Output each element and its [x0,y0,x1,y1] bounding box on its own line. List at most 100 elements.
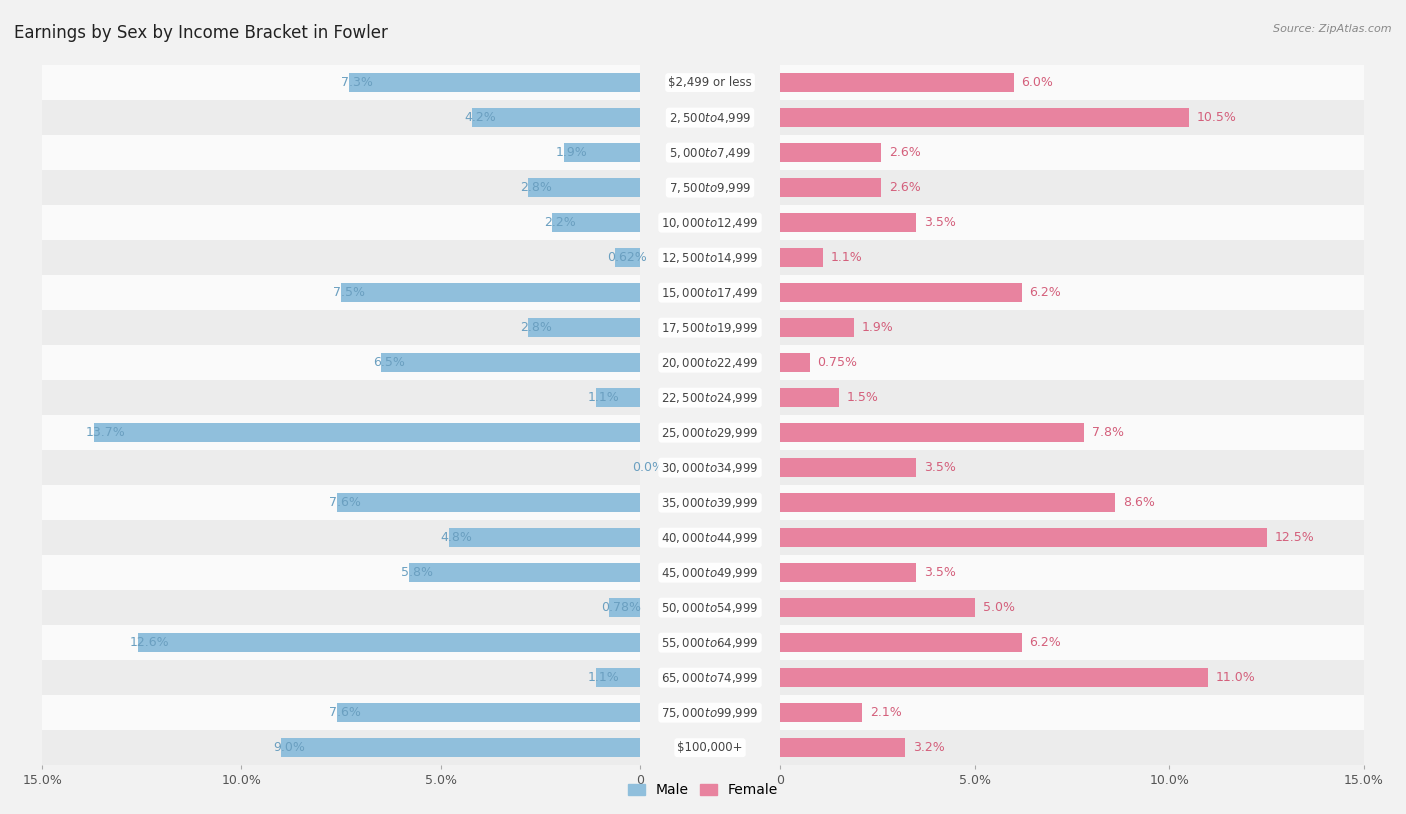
Text: $55,000 to $64,999: $55,000 to $64,999 [661,636,759,650]
Text: $2,500 to $4,999: $2,500 to $4,999 [669,111,751,125]
Text: $22,500 to $24,999: $22,500 to $24,999 [661,391,759,405]
Bar [780,423,1084,442]
Text: 0.62%: 0.62% [607,252,647,264]
Text: 1.9%: 1.9% [862,322,894,334]
Bar [780,520,1364,555]
Text: Earnings by Sex by Income Bracket in Fowler: Earnings by Sex by Income Bracket in Fow… [14,24,388,42]
Text: 6.0%: 6.0% [1022,77,1053,89]
Bar [780,240,1364,275]
Text: 3.5%: 3.5% [924,462,956,474]
Text: 0.78%: 0.78% [600,602,641,614]
Text: $65,000 to $74,999: $65,000 to $74,999 [661,671,759,685]
Text: Source: ZipAtlas.com: Source: ZipAtlas.com [1274,24,1392,34]
Bar [780,73,1014,92]
Text: $40,000 to $44,999: $40,000 to $44,999 [661,531,759,545]
Text: 3.5%: 3.5% [924,567,956,579]
Bar [42,485,640,520]
Text: 6.2%: 6.2% [1029,287,1062,299]
Bar [780,415,1364,450]
Bar [780,170,1364,205]
Text: 1.9%: 1.9% [557,147,588,159]
Text: $45,000 to $49,999: $45,000 to $49,999 [661,566,759,580]
Bar [381,353,640,372]
Bar [780,310,1364,345]
Bar [780,598,974,617]
Bar [42,625,640,660]
Bar [596,668,640,687]
Bar [42,345,640,380]
Text: $7,500 to $9,999: $7,500 to $9,999 [669,181,751,195]
Text: 3.2%: 3.2% [912,742,945,754]
Bar [529,178,640,197]
Bar [780,143,882,162]
Bar [342,283,640,302]
Bar [780,485,1364,520]
Bar [409,563,640,582]
Bar [780,555,1364,590]
Text: $35,000 to $39,999: $35,000 to $39,999 [661,496,759,510]
Bar [42,65,640,100]
Text: 1.1%: 1.1% [588,392,620,404]
Bar [42,415,640,450]
Text: $17,500 to $19,999: $17,500 to $19,999 [661,321,759,335]
Text: 7.6%: 7.6% [329,707,361,719]
Bar [42,170,640,205]
Text: 12.6%: 12.6% [129,637,170,649]
Text: 7.5%: 7.5% [333,287,366,299]
Bar [42,730,640,765]
Text: $10,000 to $12,499: $10,000 to $12,499 [661,216,759,230]
Bar [564,143,640,162]
Bar [42,205,640,240]
Text: 0.75%: 0.75% [817,357,858,369]
Bar [42,520,640,555]
Text: 6.2%: 6.2% [1029,637,1062,649]
Text: 9.0%: 9.0% [273,742,305,754]
Bar [42,695,640,730]
Bar [42,555,640,590]
Bar [780,100,1364,135]
Bar [529,318,640,337]
Text: 3.5%: 3.5% [924,217,956,229]
Text: 4.2%: 4.2% [464,112,496,124]
Text: 2.6%: 2.6% [889,182,921,194]
Text: 2.8%: 2.8% [520,322,553,334]
Bar [780,135,1364,170]
Bar [780,248,823,267]
Bar [349,73,640,92]
Bar [337,493,640,512]
Text: $50,000 to $54,999: $50,000 to $54,999 [661,601,759,615]
Bar [138,633,640,652]
Text: 5.8%: 5.8% [401,567,433,579]
Bar [780,178,882,197]
Bar [780,703,862,722]
Bar [780,108,1189,127]
Bar [553,213,640,232]
Bar [42,240,640,275]
Bar [609,598,640,617]
Bar [780,353,810,372]
Bar [780,590,1364,625]
Text: 0.0%: 0.0% [631,462,664,474]
Text: 8.6%: 8.6% [1122,497,1154,509]
Text: 2.1%: 2.1% [870,707,901,719]
Text: 1.1%: 1.1% [831,252,863,264]
Text: 6.5%: 6.5% [373,357,405,369]
Bar [281,738,640,757]
Bar [94,423,640,442]
Bar [780,450,1364,485]
Text: 12.5%: 12.5% [1274,532,1315,544]
Bar [780,318,855,337]
Text: 7.6%: 7.6% [329,497,361,509]
Text: $15,000 to $17,499: $15,000 to $17,499 [661,286,759,300]
Bar [780,380,1364,415]
Bar [780,205,1364,240]
Text: 1.5%: 1.5% [846,392,879,404]
Bar [780,738,905,757]
Bar [42,590,640,625]
Bar [780,633,1022,652]
Bar [780,695,1364,730]
Bar [472,108,640,127]
Text: 11.0%: 11.0% [1216,672,1256,684]
Text: $5,000 to $7,499: $5,000 to $7,499 [669,146,751,160]
Text: 4.8%: 4.8% [440,532,472,544]
